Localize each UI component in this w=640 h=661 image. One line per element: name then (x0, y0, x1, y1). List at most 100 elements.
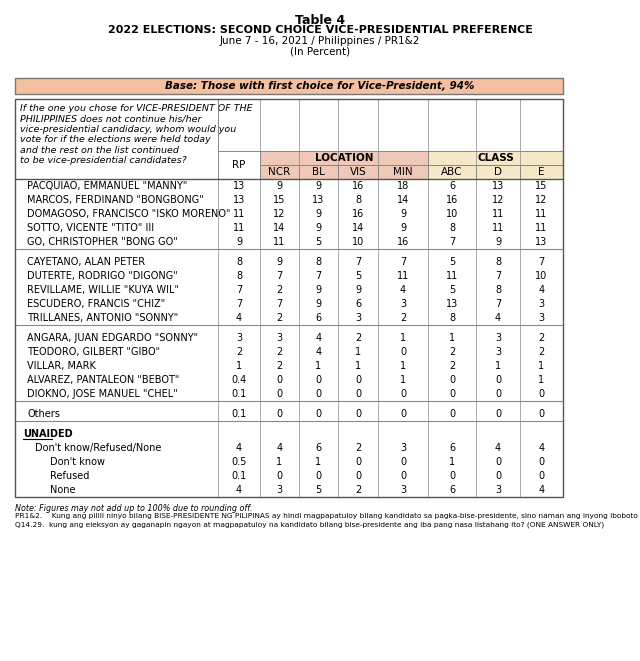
Text: 5: 5 (449, 285, 455, 295)
Text: TEODORO, GILBERT "GIBO": TEODORO, GILBERT "GIBO" (27, 347, 160, 357)
Text: Don't know: Don't know (50, 457, 105, 467)
Text: 8: 8 (355, 195, 361, 205)
Text: 3: 3 (495, 333, 501, 343)
Text: 7: 7 (355, 257, 361, 267)
Text: 1: 1 (400, 333, 406, 343)
Text: 10: 10 (352, 237, 364, 247)
Bar (15, 345, 563, 359)
Text: 0: 0 (316, 389, 321, 399)
Text: BL: BL (312, 167, 325, 177)
Bar (15, 483, 563, 497)
Text: 0.1: 0.1 (232, 389, 246, 399)
Text: 10: 10 (536, 271, 548, 281)
Bar (15, 441, 563, 455)
Text: 4: 4 (495, 443, 501, 453)
Text: 13: 13 (536, 237, 548, 247)
Text: 9: 9 (276, 257, 283, 267)
Text: None: None (50, 485, 76, 495)
Text: 4: 4 (495, 313, 501, 323)
Bar (15, 311, 563, 325)
Text: VIS: VIS (349, 167, 366, 177)
Bar (428, 151, 563, 165)
Bar (15, 469, 563, 483)
Text: 4: 4 (538, 285, 545, 295)
Text: DUTERTE, RODRIGO "DIGONG": DUTERTE, RODRIGO "DIGONG" (27, 271, 178, 281)
Text: 0: 0 (355, 409, 361, 419)
Text: 13: 13 (312, 195, 324, 205)
Text: 7: 7 (495, 299, 501, 309)
Bar (15, 78, 563, 94)
Text: (In Percent): (In Percent) (290, 47, 350, 57)
Text: 7: 7 (400, 257, 406, 267)
Text: 13: 13 (446, 299, 458, 309)
Bar (378, 165, 428, 179)
Text: 9: 9 (316, 209, 321, 219)
Text: 3: 3 (400, 443, 406, 453)
Text: If the one you chose for VICE-PRESIDENT OF THE
PHILIPPINES does not continue his: If the one you chose for VICE-PRESIDENT … (20, 104, 253, 165)
Text: 6: 6 (355, 299, 361, 309)
Text: CLASS: CLASS (477, 153, 514, 163)
Text: 7: 7 (276, 271, 283, 281)
Text: 4: 4 (236, 485, 242, 495)
Text: 8: 8 (236, 257, 242, 267)
Bar (15, 269, 563, 283)
Text: 14: 14 (397, 195, 409, 205)
Text: 3: 3 (400, 485, 406, 495)
Bar (428, 165, 476, 179)
Bar (218, 151, 260, 179)
Text: 3: 3 (355, 313, 361, 323)
Text: 4: 4 (236, 313, 242, 323)
Text: 13: 13 (233, 181, 245, 191)
Text: 13: 13 (233, 195, 245, 205)
Bar (15, 427, 563, 441)
Text: 5: 5 (355, 271, 361, 281)
Text: 0: 0 (449, 389, 455, 399)
Text: 2: 2 (355, 485, 361, 495)
Text: 0: 0 (400, 347, 406, 357)
Text: 10: 10 (446, 209, 458, 219)
Text: TRILLANES, ANTONIO "SONNY": TRILLANES, ANTONIO "SONNY" (27, 313, 179, 323)
Text: 1: 1 (316, 457, 321, 467)
Text: 9: 9 (316, 181, 321, 191)
Text: 6: 6 (449, 181, 455, 191)
Text: 0: 0 (538, 457, 545, 467)
Text: GO, CHRISTOPHER "BONG GO": GO, CHRISTOPHER "BONG GO" (27, 237, 178, 247)
Bar (260, 151, 428, 165)
Text: 0: 0 (538, 471, 545, 481)
Text: 9: 9 (400, 209, 406, 219)
Text: 16: 16 (446, 195, 458, 205)
Text: 2: 2 (538, 347, 545, 357)
Bar (260, 165, 299, 179)
Text: 0: 0 (449, 409, 455, 419)
Text: 1: 1 (400, 361, 406, 371)
Text: 2: 2 (355, 333, 361, 343)
Text: 0: 0 (495, 457, 501, 467)
Text: 8: 8 (316, 257, 321, 267)
Text: MARCOS, FERDINAND "BONGBONG": MARCOS, FERDINAND "BONGBONG" (27, 195, 204, 205)
Text: 1: 1 (449, 333, 455, 343)
Bar (15, 297, 563, 311)
Text: 0: 0 (538, 389, 545, 399)
Text: 11: 11 (233, 223, 245, 233)
Text: 11: 11 (273, 237, 285, 247)
Text: 16: 16 (352, 181, 364, 191)
Text: CAYETANO, ALAN PETER: CAYETANO, ALAN PETER (27, 257, 145, 267)
Text: 7: 7 (236, 285, 242, 295)
Text: 7: 7 (538, 257, 545, 267)
Text: 2: 2 (538, 333, 545, 343)
Text: 3: 3 (276, 485, 283, 495)
Text: 0: 0 (400, 389, 406, 399)
Bar (520, 165, 563, 179)
Text: 11: 11 (536, 223, 548, 233)
Text: 13: 13 (492, 181, 504, 191)
Text: 0: 0 (400, 409, 406, 419)
Bar (15, 221, 563, 235)
Text: Q14.29.  kung ang eleksyon ay gaganapin ngayon at magpapatuloy na kandidato bila: Q14.29. kung ang eleksyon ay gaganapin n… (15, 521, 604, 527)
Text: 0: 0 (355, 471, 361, 481)
Text: 3: 3 (538, 299, 545, 309)
Text: 3: 3 (276, 333, 283, 343)
Text: DIOKNO, JOSE MANUEL "CHEL": DIOKNO, JOSE MANUEL "CHEL" (27, 389, 178, 399)
Text: 3: 3 (495, 485, 501, 495)
Text: D: D (494, 167, 502, 177)
Bar (15, 407, 563, 421)
